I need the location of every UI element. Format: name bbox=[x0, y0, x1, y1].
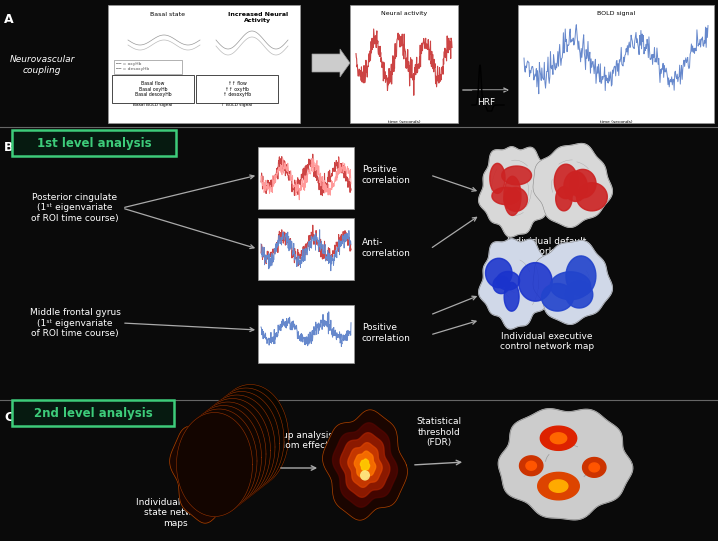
Polygon shape bbox=[195, 399, 271, 503]
Polygon shape bbox=[180, 426, 241, 510]
Polygon shape bbox=[203, 392, 279, 496]
FancyBboxPatch shape bbox=[12, 400, 174, 426]
Polygon shape bbox=[533, 241, 612, 324]
Polygon shape bbox=[498, 409, 633, 520]
Text: Individual resting
state network
maps: Individual resting state network maps bbox=[136, 498, 215, 528]
Polygon shape bbox=[190, 402, 266, 506]
Polygon shape bbox=[554, 164, 578, 199]
Polygon shape bbox=[479, 147, 551, 237]
Polygon shape bbox=[541, 426, 577, 450]
Polygon shape bbox=[518, 262, 552, 301]
Polygon shape bbox=[205, 462, 215, 474]
Polygon shape bbox=[582, 458, 606, 477]
Polygon shape bbox=[526, 461, 536, 470]
Text: 1st level analysis: 1st level analysis bbox=[37, 136, 151, 149]
Text: Individual executive
control network map: Individual executive control network map bbox=[500, 332, 594, 352]
FancyBboxPatch shape bbox=[12, 130, 176, 156]
Polygon shape bbox=[564, 171, 587, 201]
Polygon shape bbox=[169, 413, 251, 523]
Polygon shape bbox=[504, 176, 521, 215]
Text: Neurovascular
coupling: Neurovascular coupling bbox=[9, 55, 75, 75]
FancyBboxPatch shape bbox=[350, 5, 458, 123]
Polygon shape bbox=[492, 187, 521, 204]
FancyBboxPatch shape bbox=[112, 75, 194, 103]
Polygon shape bbox=[577, 183, 607, 211]
Polygon shape bbox=[550, 433, 567, 444]
Polygon shape bbox=[504, 188, 528, 211]
Text: Group map: Group map bbox=[540, 508, 590, 517]
Polygon shape bbox=[485, 258, 512, 288]
Text: C: C bbox=[4, 411, 13, 424]
Polygon shape bbox=[589, 463, 600, 472]
Polygon shape bbox=[493, 276, 510, 294]
Text: Basal BOLD signal: Basal BOLD signal bbox=[134, 103, 173, 107]
Polygon shape bbox=[496, 272, 520, 290]
Polygon shape bbox=[348, 443, 382, 487]
FancyArrow shape bbox=[312, 49, 350, 77]
Text: Individual default
network map: Individual default network map bbox=[508, 237, 587, 256]
Polygon shape bbox=[360, 459, 370, 471]
Text: time (seconds): time (seconds) bbox=[388, 120, 420, 124]
FancyBboxPatch shape bbox=[108, 5, 300, 123]
Polygon shape bbox=[502, 166, 531, 185]
Text: Anti-
correlation: Anti- correlation bbox=[362, 238, 411, 258]
Text: time (seconds): time (seconds) bbox=[600, 120, 633, 124]
Polygon shape bbox=[504, 282, 519, 311]
Text: Posterior cingulate
(1ˢᵗ eigenvariate
of ROI time course): Posterior cingulate (1ˢᵗ eigenvariate of… bbox=[31, 193, 118, 223]
Polygon shape bbox=[208, 388, 284, 492]
Polygon shape bbox=[550, 272, 591, 300]
FancyBboxPatch shape bbox=[258, 218, 354, 280]
Text: B: B bbox=[4, 141, 14, 154]
Polygon shape bbox=[490, 163, 505, 194]
Polygon shape bbox=[199, 395, 275, 499]
Polygon shape bbox=[533, 143, 612, 227]
Polygon shape bbox=[556, 187, 572, 211]
Text: Positive
correlation: Positive correlation bbox=[362, 324, 411, 342]
FancyBboxPatch shape bbox=[258, 305, 354, 363]
Text: ↑↑ flow
↑↑ oxyHb
↑ desoxyHb: ↑↑ flow ↑↑ oxyHb ↑ desoxyHb bbox=[223, 81, 251, 97]
Polygon shape bbox=[332, 423, 398, 507]
Text: HRF: HRF bbox=[477, 98, 495, 107]
Polygon shape bbox=[520, 456, 543, 476]
Polygon shape bbox=[213, 385, 289, 489]
Polygon shape bbox=[185, 406, 261, 510]
Polygon shape bbox=[569, 169, 596, 198]
Polygon shape bbox=[566, 281, 593, 308]
FancyBboxPatch shape bbox=[114, 60, 182, 74]
Polygon shape bbox=[354, 451, 376, 479]
Text: A: A bbox=[4, 13, 14, 26]
Polygon shape bbox=[187, 436, 233, 500]
Polygon shape bbox=[566, 256, 596, 296]
Text: Middle frontal gyrus
(1ˢᵗ eigenvariate
of ROI time course): Middle frontal gyrus (1ˢᵗ eigenvariate o… bbox=[29, 308, 121, 338]
Text: ── = oxyHb
── = desoxyHb: ── = oxyHb ── = desoxyHb bbox=[116, 62, 149, 70]
Polygon shape bbox=[479, 239, 551, 329]
Text: BOLD signal: BOLD signal bbox=[597, 11, 635, 16]
Ellipse shape bbox=[205, 473, 215, 484]
Polygon shape bbox=[541, 283, 574, 311]
Ellipse shape bbox=[360, 470, 370, 480]
Polygon shape bbox=[177, 412, 253, 517]
Text: Group analysis
(random effects): Group analysis (random effects) bbox=[261, 431, 337, 450]
Text: Basal flow
Basal oxyHb
Basal desoxyHb: Basal flow Basal oxyHb Basal desoxyHb bbox=[135, 81, 172, 97]
FancyBboxPatch shape bbox=[258, 147, 354, 209]
Text: Increased Neural
Activity: Increased Neural Activity bbox=[228, 12, 288, 23]
Polygon shape bbox=[538, 472, 579, 500]
Text: Positive
correlation: Positive correlation bbox=[362, 166, 411, 184]
FancyBboxPatch shape bbox=[518, 5, 714, 123]
Text: ↑ BOLD signal: ↑ BOLD signal bbox=[221, 103, 253, 107]
Polygon shape bbox=[549, 480, 568, 492]
Text: 2nd level analysis: 2nd level analysis bbox=[34, 406, 152, 419]
Text: Basal state: Basal state bbox=[151, 12, 185, 17]
Polygon shape bbox=[340, 433, 390, 497]
Text: ...: ... bbox=[256, 461, 269, 475]
Text: Statistical
threshold
(FDR): Statistical threshold (FDR) bbox=[416, 417, 462, 447]
FancyBboxPatch shape bbox=[196, 75, 278, 103]
Polygon shape bbox=[322, 410, 407, 520]
Text: Neural activity: Neural activity bbox=[381, 11, 427, 16]
Polygon shape bbox=[194, 446, 226, 490]
Polygon shape bbox=[200, 454, 220, 482]
Polygon shape bbox=[181, 409, 257, 513]
